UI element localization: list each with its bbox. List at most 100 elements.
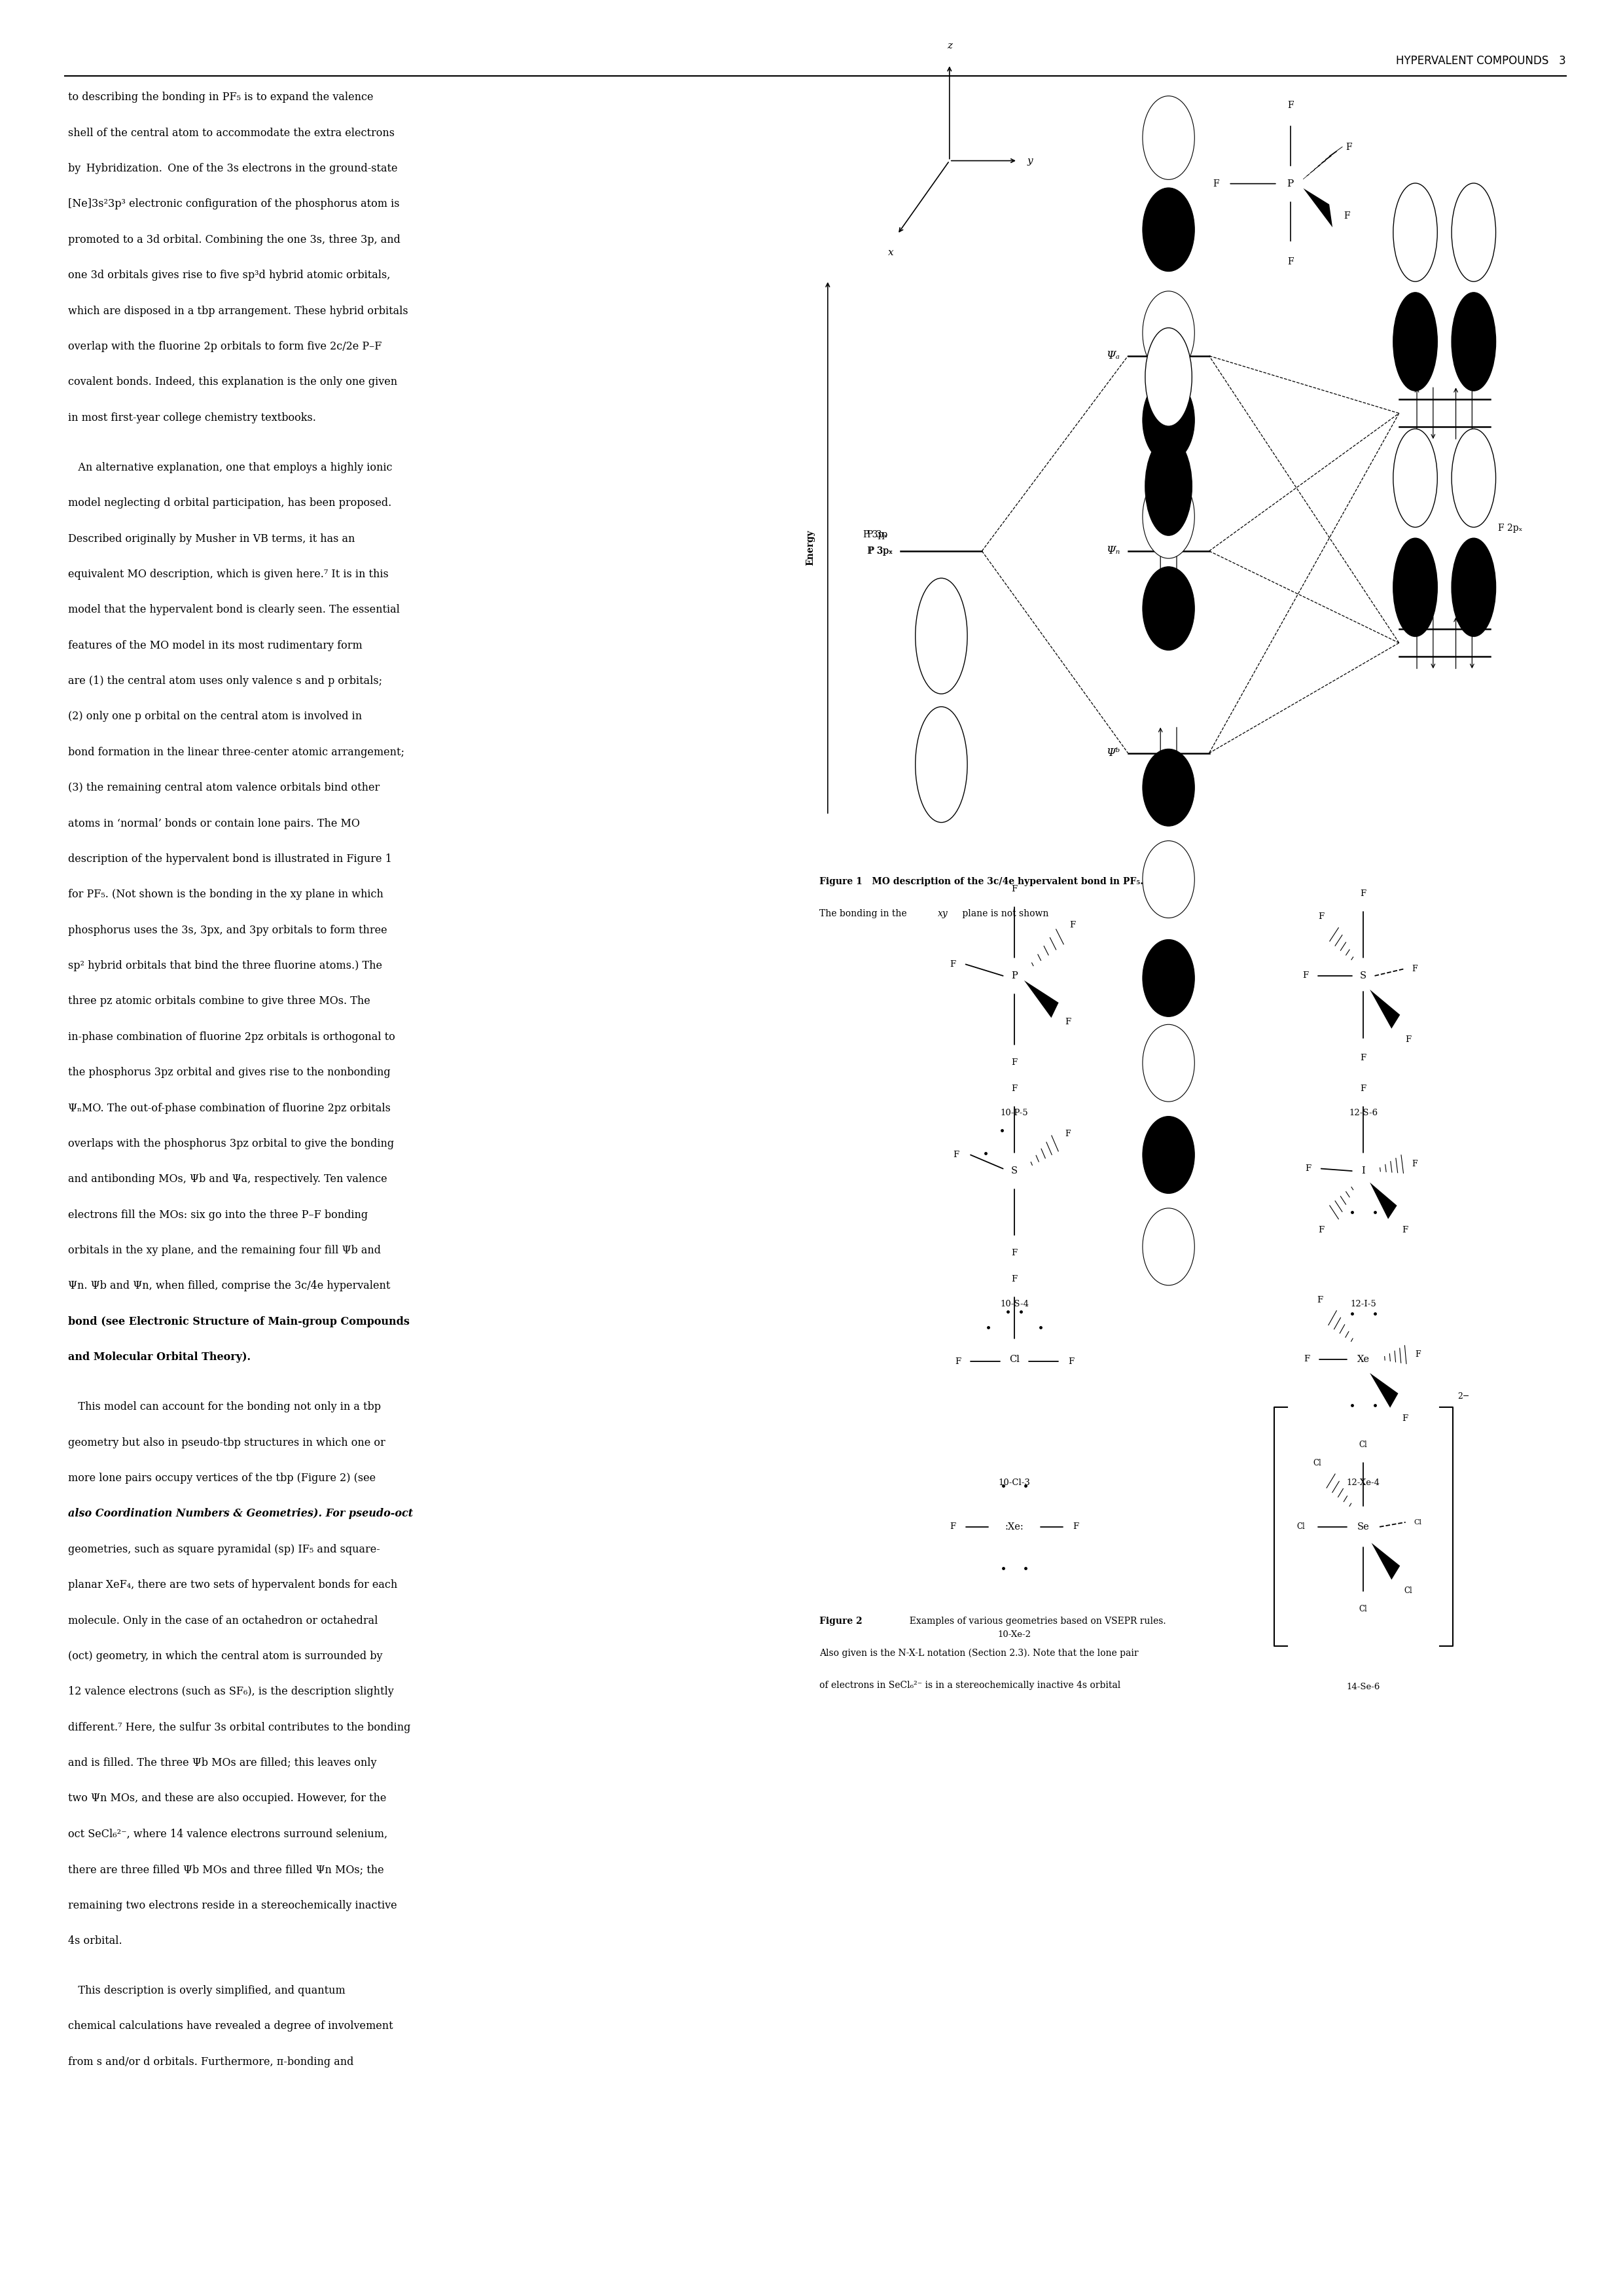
Ellipse shape [1143, 567, 1195, 650]
Text: (3) the remaining central atom valence orbitals bind other: (3) the remaining central atom valence o… [68, 783, 380, 794]
Text: model neglecting d orbital participation, has been proposed.: model neglecting d orbital participation… [68, 498, 391, 510]
Text: Ψₐ: Ψₐ [1107, 351, 1120, 360]
Text: description of the hypervalent bond is illustrated in Figure 1: description of the hypervalent bond is i… [68, 854, 393, 866]
Text: bond (see Electronic Structure of Main-group Compounds: bond (see Electronic Structure of Main-g… [68, 1316, 409, 1327]
Text: F: F [1360, 1054, 1367, 1063]
Text: three pz atomic orbitals combine to give three MOs. The: three pz atomic orbitals combine to give… [68, 996, 370, 1008]
Text: F: F [1287, 257, 1294, 266]
Text: x: x [888, 248, 894, 257]
Text: 10-Cl-3: 10-Cl-3 [998, 1479, 1031, 1488]
Ellipse shape [1143, 748, 1195, 827]
Polygon shape [1303, 188, 1332, 227]
Text: 12 valence electrons (such as SF₆), is the description slightly: 12 valence electrons (such as SF₆), is t… [68, 1685, 394, 1697]
Text: and is filled. The three Ψb MOs are filled; this leaves only: and is filled. The three Ψb MOs are fill… [68, 1756, 377, 1768]
Text: there are three filled Ψb MOs and three filled Ψn MOs; the: there are three filled Ψb MOs and three … [68, 1864, 385, 1876]
Text: F: F [1073, 1522, 1079, 1531]
Text: bond formation in the linear three-center atomic arrangement;: bond formation in the linear three-cente… [68, 746, 404, 758]
Text: P 3pₓ: P 3pₓ [867, 546, 893, 556]
Text: F: F [1068, 1357, 1074, 1366]
Ellipse shape [1143, 939, 1195, 1017]
Text: remaining two electrons reside in a stereochemically inactive: remaining two electrons reside in a ster… [68, 1899, 398, 1910]
Polygon shape [1370, 1182, 1397, 1219]
Text: 4s orbital.: 4s orbital. [68, 1936, 122, 1947]
Text: F: F [954, 1357, 961, 1366]
Text: F: F [949, 1522, 956, 1531]
Text: 10-P-5: 10-P-5 [1000, 1109, 1029, 1118]
Text: F: F [1212, 179, 1219, 188]
Polygon shape [1024, 980, 1058, 1017]
Text: Cl: Cl [1414, 1520, 1422, 1525]
Text: F: F [1415, 1350, 1420, 1359]
Text: I: I [1362, 1166, 1365, 1176]
Text: An alternative explanation, one that employs a highly ionic: An alternative explanation, one that emp… [68, 461, 393, 473]
Text: F: F [1402, 1414, 1409, 1424]
Text: Ψₙ: Ψₙ [1105, 546, 1120, 556]
Polygon shape [1370, 1373, 1397, 1407]
Text: also Coordination Numbers & Geometries). For pseudo-oct: also Coordination Numbers & Geometries).… [68, 1508, 414, 1520]
Text: which are disposed in a tbp arrangement. These hybrid orbitals: which are disposed in a tbp arrangement.… [68, 305, 409, 317]
Text: phosphorus uses the 3s, 3px, and 3py orbitals to form three: phosphorus uses the 3s, 3px, and 3py orb… [68, 925, 388, 937]
Text: Xe: Xe [1357, 1355, 1370, 1364]
Text: one 3d orbitals gives rise to five sp³d hybrid atomic orbitals,: one 3d orbitals gives rise to five sp³d … [68, 269, 391, 280]
Text: z: z [946, 41, 953, 51]
Ellipse shape [1143, 188, 1195, 271]
Text: F: F [1305, 1164, 1311, 1173]
Text: F: F [1344, 211, 1350, 220]
Text: of electrons in SeCl₆²⁻ is in a stereochemically inactive 4s orbital: of electrons in SeCl₆²⁻ is in a stereoch… [820, 1681, 1121, 1690]
Text: F: F [953, 1150, 959, 1159]
Text: y: y [1027, 156, 1032, 165]
Text: F: F [1302, 971, 1308, 980]
Text: S: S [1011, 1166, 1018, 1176]
Text: Also given is the N-X-L notation (Section 2.3). Note that the lone pair: Also given is the N-X-L notation (Sectio… [820, 1649, 1139, 1658]
Text: orbitals in the xy plane, and the remaining four fill Ψb and: orbitals in the xy plane, and the remain… [68, 1244, 381, 1256]
Text: Cl: Cl [1010, 1355, 1019, 1364]
Text: planar XeF₄, there are two sets of hypervalent bonds for each: planar XeF₄, there are two sets of hyper… [68, 1580, 398, 1591]
Text: overlap with the fluorine 2p orbitals to form five 2c/2e P–F: overlap with the fluorine 2p orbitals to… [68, 340, 381, 351]
Text: F: F [1287, 101, 1294, 110]
Text: shell of the central atom to accommodate the extra electrons: shell of the central atom to accommodate… [68, 126, 394, 138]
Text: This model can account for the bonding not only in a tbp: This model can account for the bonding n… [68, 1401, 381, 1412]
Ellipse shape [1451, 184, 1496, 282]
Text: F: F [1303, 1355, 1310, 1364]
Text: promoted to a 3d orbital. Combining the one 3s, three 3p, and: promoted to a 3d orbital. Combining the … [68, 234, 401, 246]
Text: geometry but also in pseudo-tbp structures in which one or: geometry but also in pseudo-tbp structur… [68, 1437, 385, 1449]
Text: Cl: Cl [1358, 1605, 1368, 1614]
Text: F: F [1360, 1084, 1367, 1093]
Text: Ψᵇ: Ψᵇ [1105, 748, 1120, 758]
Ellipse shape [1143, 379, 1195, 461]
Text: ΨₙMO. The out-of-phase combination of fluorine 2pz orbitals: ΨₙMO. The out-of-phase combination of fl… [68, 1102, 391, 1114]
Text: F: F [1318, 912, 1324, 921]
Text: Energy: Energy [805, 530, 815, 565]
Text: P 3pₓ: P 3pₓ [868, 546, 893, 556]
Text: F: F [1316, 1295, 1323, 1304]
Ellipse shape [915, 579, 967, 693]
Text: and Molecular Orbital Theory).: and Molecular Orbital Theory). [68, 1352, 250, 1364]
Text: P 3p: P 3p [867, 530, 888, 540]
Text: :Xe:: :Xe: [1005, 1522, 1024, 1531]
Ellipse shape [1393, 429, 1438, 528]
Text: to describing the bonding in PF₅ is to expand the valence: to describing the bonding in PF₅ is to e… [68, 92, 373, 103]
Text: sp² hybrid orbitals that bind the three fluorine atoms.) The: sp² hybrid orbitals that bind the three … [68, 960, 383, 971]
Text: F: F [1065, 1130, 1070, 1139]
Text: (2) only one p orbital on the central atom is involved in: (2) only one p orbital on the central at… [68, 712, 362, 723]
Text: P: P [1011, 971, 1018, 980]
Polygon shape [1370, 990, 1401, 1029]
Text: F: F [1412, 1159, 1417, 1169]
Text: F: F [1011, 1249, 1018, 1258]
Text: equivalent MO description, which is given here.⁷ It is in this: equivalent MO description, which is give… [68, 569, 388, 581]
Text: model that the hypervalent bond is clearly seen. The essential: model that the hypervalent bond is clear… [68, 604, 399, 615]
Text: The bonding in the: The bonding in the [820, 909, 911, 918]
Text: covalent bonds. Indeed, this explanation is the only one given: covalent bonds. Indeed, this explanation… [68, 377, 398, 388]
Text: 14-Se-6: 14-Se-6 [1347, 1683, 1380, 1692]
Text: 12-I-5: 12-I-5 [1350, 1300, 1376, 1309]
Text: plane is not shown: plane is not shown [959, 909, 1048, 918]
Ellipse shape [1393, 184, 1438, 282]
Text: Examples of various geometries based on VSEPR rules.: Examples of various geometries based on … [904, 1616, 1167, 1626]
Text: F: F [1345, 142, 1352, 152]
Text: from s and/or d orbitals. Furthermore, π-bonding and: from s and/or d orbitals. Furthermore, π… [68, 2057, 354, 2066]
Text: Cl: Cl [1313, 1458, 1321, 1467]
Text: Se: Se [1357, 1522, 1370, 1531]
Text: oct SeCl₆²⁻, where 14 valence electrons surround selenium,: oct SeCl₆²⁻, where 14 valence electrons … [68, 1828, 388, 1839]
Text: more lone pairs occupy vertices of the tbp (Figure 2) (see: more lone pairs occupy vertices of the t… [68, 1472, 377, 1483]
Text: 10-S-4: 10-S-4 [1000, 1300, 1029, 1309]
